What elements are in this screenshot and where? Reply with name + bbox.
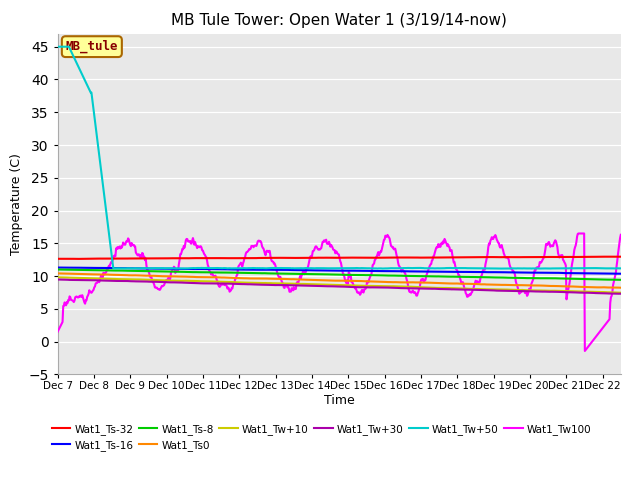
Text: MB_tule: MB_tule xyxy=(65,40,118,53)
Y-axis label: Temperature (C): Temperature (C) xyxy=(10,153,22,255)
Title: MB Tule Tower: Open Water 1 (3/19/14-now): MB Tule Tower: Open Water 1 (3/19/14-now… xyxy=(172,13,507,28)
Legend: Wat1_Ts-32, Wat1_Ts-16, Wat1_Ts-8, Wat1_Ts0, Wat1_Tw+10, Wat1_Tw+30, Wat1_Tw+50,: Wat1_Ts-32, Wat1_Ts-16, Wat1_Ts-8, Wat1_… xyxy=(52,424,591,451)
X-axis label: Time: Time xyxy=(324,394,355,407)
